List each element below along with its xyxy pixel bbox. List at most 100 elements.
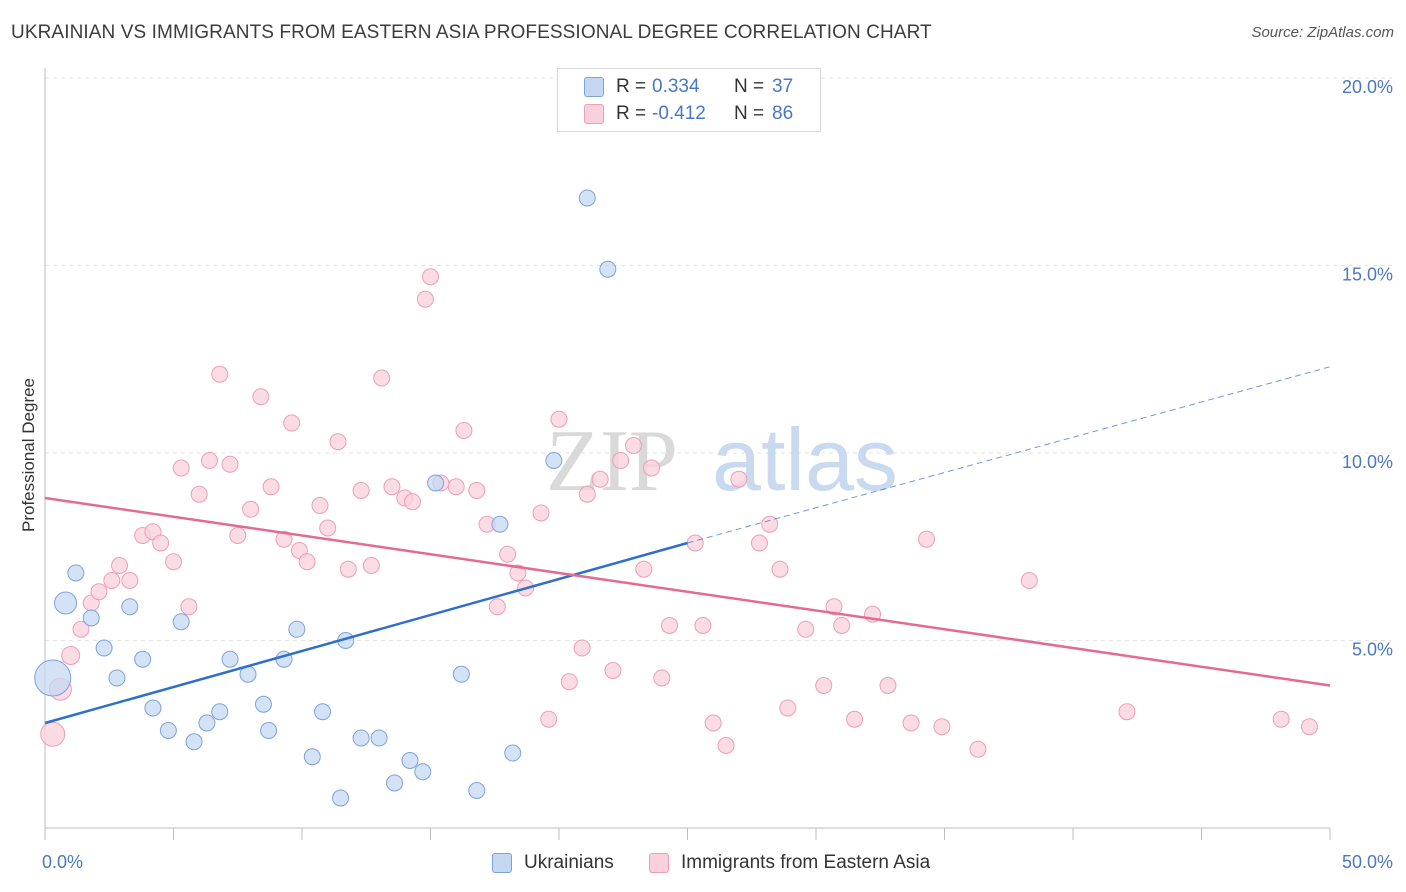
data-point-eastern-asia (180, 598, 198, 616)
data-point-eastern-asia (918, 530, 936, 548)
data-point-eastern-asia (833, 617, 851, 634)
legend-r-value: 0.334 (652, 76, 700, 97)
data-point-ukrainians (121, 598, 139, 616)
watermark-atlas: atlas (712, 410, 898, 509)
y-tick-label: 15.0% (1342, 265, 1393, 285)
data-point-eastern-asia (509, 564, 527, 582)
source-credit: Source: ZipAtlas.com (1251, 24, 1394, 41)
data-point-ukrainians (95, 639, 113, 657)
legend-swatch-blue (584, 77, 604, 97)
x-tick-label: 0.0% (42, 852, 83, 872)
data-point-ukrainians (34, 659, 72, 697)
data-point-eastern-asia (383, 478, 401, 496)
data-point-eastern-asia (111, 557, 129, 574)
data-point-eastern-asia (532, 504, 550, 522)
data-point-eastern-asia (242, 500, 260, 518)
legend-label-eastern-asia: Immigrants from Eastern Asia (681, 852, 931, 873)
data-point-eastern-asia (422, 268, 439, 286)
data-point-ukrainians (198, 714, 216, 732)
data-point-eastern-asia (468, 482, 486, 499)
legend-label-ukrainians: Ukrainians (524, 852, 614, 873)
data-point-ukrainians (159, 722, 177, 739)
data-point-eastern-asia (825, 598, 843, 616)
data-point-eastern-asia (200, 452, 218, 469)
data-point-eastern-asia (635, 560, 653, 578)
legend-n-value: 86 (772, 103, 794, 124)
data-point-eastern-asia (61, 646, 81, 665)
data-point-ukrainians (260, 722, 278, 739)
data-point-eastern-asia (72, 620, 90, 638)
data-point-ukrainians (427, 474, 445, 492)
data-point-eastern-asia (90, 583, 108, 601)
data-point-ukrainians (332, 789, 350, 807)
data-point-eastern-asia (362, 557, 380, 574)
grid-lines (45, 77, 1392, 641)
data-point-eastern-asia (779, 699, 797, 717)
data-point-eastern-asia (750, 534, 768, 552)
data-point-eastern-asia (221, 455, 239, 473)
legend-row-eastern-asia: R = -0.412 N = 86 (558, 101, 793, 127)
data-point-eastern-asia (771, 560, 789, 578)
data-point-eastern-asia (319, 519, 337, 537)
data-point-eastern-asia (797, 620, 815, 638)
data-point-eastern-asia (121, 572, 139, 589)
data-point-eastern-asia (604, 662, 622, 679)
data-point-eastern-asia (761, 515, 779, 533)
data-point-eastern-asia (275, 530, 293, 548)
data-point-eastern-asia (252, 388, 270, 406)
data-point-eastern-asia (879, 677, 897, 694)
y-axis-label: Professional Degree (19, 378, 38, 532)
legend-swatch-pink (584, 104, 604, 124)
data-point-ukrainians (288, 620, 306, 638)
data-point-eastern-asia (560, 673, 578, 691)
data-point-ukrainians (134, 650, 152, 668)
data-point-eastern-asia (455, 422, 473, 439)
data-point-ukrainians (401, 752, 419, 769)
data-point-eastern-asia (447, 478, 465, 496)
data-point-eastern-asia (298, 553, 316, 571)
legend-r-value: -0.412 (652, 103, 706, 124)
data-point-eastern-asia (704, 714, 722, 732)
data-point-ukrainians (578, 189, 596, 207)
data-point-eastern-asia (172, 459, 190, 477)
data-point-eastern-asia (416, 290, 434, 308)
data-point-eastern-asia (694, 617, 712, 634)
trend-line-ukrainians (44, 541, 688, 725)
data-point-eastern-asia (730, 470, 748, 488)
data-point-eastern-asia (1300, 718, 1318, 736)
y-tick-label: 10.0% (1342, 452, 1393, 472)
data-point-eastern-asia (846, 710, 864, 728)
data-point-eastern-asia (591, 470, 609, 488)
data-point-eastern-asia (283, 414, 301, 432)
data-point-eastern-asia (902, 714, 920, 732)
data-point-ukrainians (185, 733, 203, 751)
data-point-eastern-asia (152, 534, 170, 552)
data-point-eastern-asia (40, 721, 66, 747)
legend-n-value: 37 (772, 76, 794, 97)
legend-item-ukrainians: Ukrainians (492, 852, 614, 874)
y-tick-label: 5.0% (1352, 640, 1393, 660)
correlation-legend: R = 0.334 N = 37 R = -0.412 N = 86 (557, 68, 821, 132)
data-point-ukrainians (599, 260, 617, 278)
data-point-eastern-asia (661, 617, 679, 634)
data-point-eastern-asia (643, 459, 661, 477)
data-point-eastern-asia (488, 598, 506, 616)
data-point-eastern-asia (229, 527, 247, 544)
data-point-eastern-asia (933, 718, 951, 736)
data-point-eastern-asia (717, 737, 735, 754)
data-point-eastern-asia (1272, 710, 1290, 728)
data-point-eastern-asia (329, 433, 347, 451)
data-point-ukrainians (491, 515, 509, 533)
data-point-ukrainians (254, 695, 272, 713)
data-point-ukrainians (414, 763, 432, 781)
data-point-eastern-asia (1020, 572, 1038, 589)
watermark: ZIP atlas (546, 410, 898, 510)
data-point-eastern-asia (550, 410, 568, 428)
data-point-eastern-asia (686, 534, 704, 552)
data-point-ukrainians (386, 774, 404, 792)
y-tick-label: 20.0% (1342, 77, 1393, 97)
data-point-eastern-asia (103, 572, 121, 589)
data-point-ukrainians (504, 744, 522, 762)
data-point-ukrainians (172, 613, 190, 631)
